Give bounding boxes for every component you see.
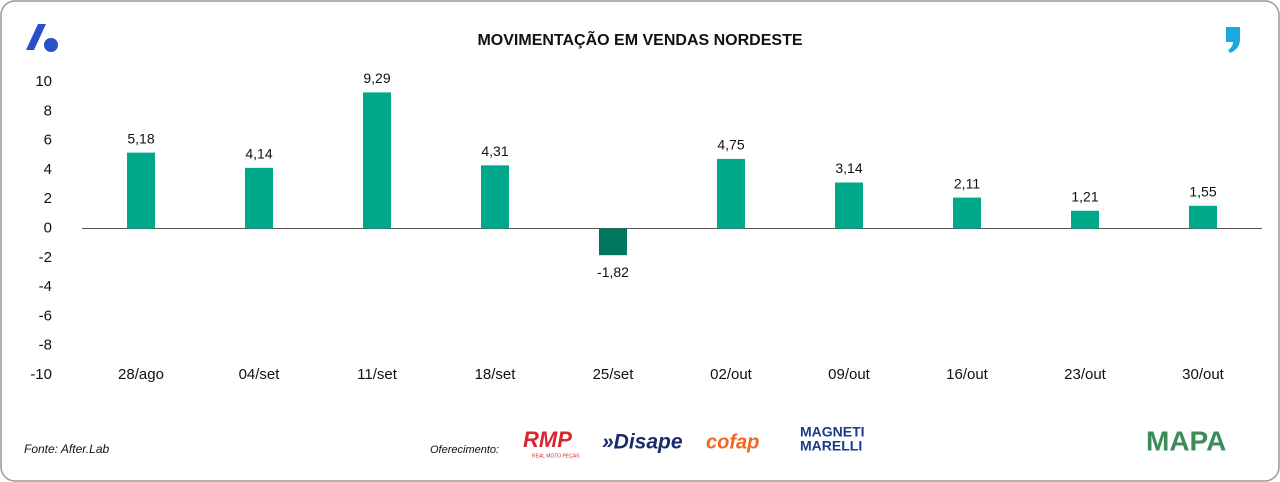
- value-label: 3,14: [835, 160, 862, 176]
- sponsor-logo: REAL MOTO PEÇAS: [532, 453, 580, 459]
- bar: [1071, 210, 1099, 229]
- x-tick-label: 02/out: [710, 366, 753, 383]
- x-tick-label: 30/out: [1182, 366, 1225, 383]
- x-tick-label: 16/out: [946, 366, 989, 383]
- logo-quote: [1226, 27, 1240, 53]
- bar: [127, 152, 155, 229]
- brand-logo: MAPA: [1146, 425, 1226, 456]
- x-tick-label: 18/set: [475, 366, 517, 383]
- bar: [481, 165, 509, 229]
- sponsor-logo: »Disape: [602, 431, 683, 454]
- x-tick-label: 28/ago: [118, 366, 164, 383]
- value-label: 4,75: [717, 137, 744, 153]
- logo-a: [26, 24, 58, 52]
- bar: [1189, 205, 1217, 229]
- sponsor-label: Oferecimento:: [430, 444, 499, 456]
- y-tick-label: -8: [39, 337, 52, 354]
- sponsor-logo: MAGNETI: [800, 424, 865, 440]
- x-tick-label: 23/out: [1064, 366, 1107, 383]
- value-label: 4,14: [245, 146, 272, 162]
- bar: [953, 197, 981, 229]
- sponsor-logo: MARELLI: [800, 438, 862, 454]
- value-label: 1,55: [1189, 183, 1216, 199]
- value-label: 5,18: [127, 130, 154, 146]
- x-tick-label: 04/set: [239, 366, 281, 383]
- y-tick-label: 10: [35, 73, 52, 90]
- source: Fonte: After.Lab: [24, 442, 109, 456]
- x-tick-label: 11/set: [357, 366, 398, 383]
- y-tick-label: -10: [30, 366, 52, 383]
- x-tick-label: 25/set: [593, 366, 635, 383]
- y-tick-label: 2: [44, 190, 52, 207]
- y-tick-label: -4: [39, 278, 52, 295]
- y-tick-label: -2: [39, 249, 52, 266]
- value-label: 2,11: [954, 175, 980, 191]
- bar: [363, 92, 391, 229]
- bar: [835, 182, 863, 229]
- y-tick-label: 6: [44, 132, 52, 149]
- value-label: 1,21: [1071, 188, 1098, 204]
- y-tick-label: -6: [39, 307, 52, 324]
- bar: [245, 167, 273, 229]
- sponsor-logo: cofap: [706, 431, 759, 453]
- bar: [599, 228, 627, 256]
- sponsor-logo: RMP: [523, 427, 572, 452]
- y-tick-label: 0: [44, 219, 52, 236]
- value-label: 9,29: [363, 70, 390, 86]
- chart-title: MOVIMENTAÇÃO EM VENDAS NORDESTE: [477, 29, 802, 49]
- bar: [717, 158, 745, 229]
- x-tick-label: 09/out: [828, 366, 871, 383]
- value-label: 4,31: [481, 143, 508, 159]
- y-tick-label: 4: [44, 161, 52, 178]
- value-label: -1,82: [597, 264, 629, 280]
- y-tick-label: 8: [44, 102, 52, 119]
